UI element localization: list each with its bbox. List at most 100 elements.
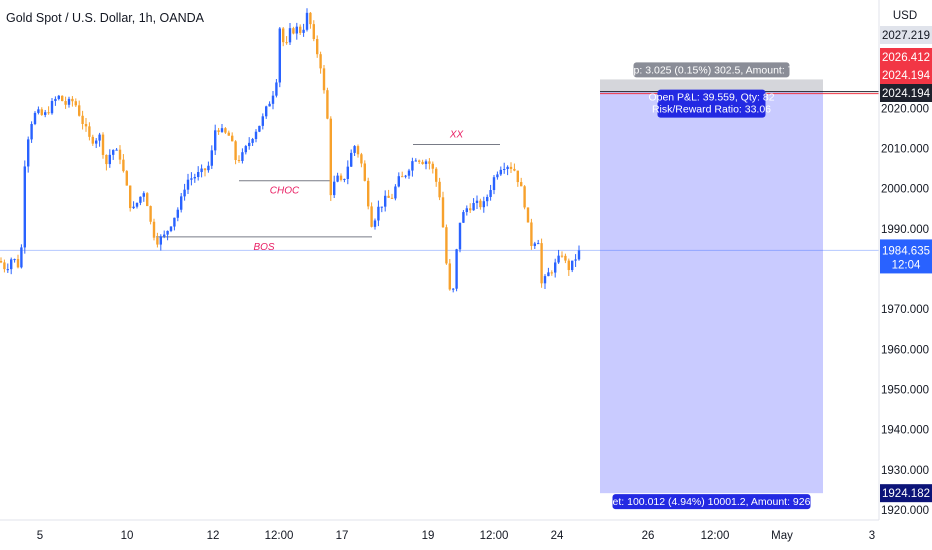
candle-body [207, 165, 210, 171]
stop-zone[interactable] [600, 79, 823, 92]
price-tag-text: 1924.182 [882, 488, 930, 500]
candle-body [74, 101, 77, 106]
candle-body [261, 116, 264, 126]
candle-body [404, 175, 407, 177]
candle-body [129, 185, 132, 209]
candle-body [132, 206, 135, 209]
candle-body [244, 146, 247, 153]
candle-body [530, 222, 533, 246]
candle-body [88, 126, 91, 137]
candle-body [91, 136, 94, 144]
candle-body [10, 259, 13, 270]
candle-body [268, 103, 271, 107]
candle-body [118, 149, 122, 160]
candle-body [183, 189, 186, 197]
time-tick: 12 [207, 530, 220, 542]
candle-body [173, 217, 176, 227]
price-tick: 1940.000 [881, 425, 929, 437]
candle-body [560, 255, 564, 257]
candle-body [152, 221, 156, 238]
candle-body [424, 161, 428, 165]
candle-body [95, 140, 98, 144]
candle-body [20, 247, 23, 268]
candle-body [64, 101, 67, 105]
time-tick: 17 [336, 530, 349, 542]
price-tag-text: 2024.194 [882, 88, 931, 100]
time-tick: 24 [551, 530, 564, 542]
candle-body [377, 206, 380, 221]
candle-body [254, 131, 258, 139]
candle-body [135, 202, 139, 207]
price-tick: 1930.000 [881, 465, 929, 477]
candle-body [537, 243, 540, 245]
candle-body [407, 170, 411, 176]
candle-body [486, 196, 489, 202]
candle-body [380, 206, 383, 208]
candle-body [47, 112, 50, 114]
candle-body [465, 208, 468, 213]
candle-body [441, 197, 445, 228]
candle-body [557, 255, 560, 263]
candle-body [101, 134, 105, 155]
price-tick: 1970.000 [881, 304, 929, 316]
time-axis[interactable] [0, 520, 932, 550]
target-zone[interactable] [600, 91, 823, 494]
time-tick: 19 [422, 530, 435, 542]
candle-body [496, 174, 499, 178]
candle-body [231, 135, 234, 142]
time-tick: 12:00 [265, 530, 294, 542]
candle-body [475, 200, 479, 204]
candle-body [469, 208, 472, 211]
candle-body [234, 141, 237, 160]
candle-body [455, 249, 458, 289]
candle-body [387, 195, 390, 198]
stop-info-box [633, 62, 790, 78]
candle-body [142, 193, 145, 197]
candle-body [350, 152, 353, 167]
candle-body [186, 179, 190, 190]
candle-body [122, 159, 125, 172]
target-info-box [612, 494, 811, 510]
candle-body [329, 118, 332, 196]
candle-body [458, 222, 462, 250]
candle-body [271, 95, 275, 104]
price-tag-text: 2026.412 [882, 52, 930, 64]
candle-body [523, 186, 526, 208]
price-tags: 2027.219 2026.412 2024.194 2024.194 1924.182… [880, 26, 932, 503]
candle-body [27, 139, 30, 167]
candle-body [265, 106, 268, 117]
candle-body [401, 176, 404, 178]
candle-body [390, 197, 394, 199]
candle-body [353, 146, 356, 153]
candle-body [462, 212, 465, 223]
candle-body [156, 237, 159, 245]
candle-body [149, 206, 152, 222]
risk-reward-text: Risk/Reward Ratio: 33.06 [652, 104, 771, 116]
candle-body [146, 193, 149, 207]
position-tool[interactable] [600, 79, 879, 494]
candle-body [282, 28, 285, 43]
candle-body [237, 159, 241, 161]
candle-body [61, 95, 64, 102]
candle-body [180, 196, 183, 210]
candle-body [506, 166, 509, 170]
candle-body [533, 243, 536, 246]
candle-body [50, 101, 54, 114]
candle-body [200, 168, 203, 173]
candle-body [285, 42, 288, 44]
candle-body [520, 182, 523, 187]
candle-body [248, 142, 251, 147]
price-tick: 2010.000 [881, 144, 929, 156]
candle-body [227, 132, 230, 136]
price-tag [880, 66, 932, 84]
candle-body [163, 234, 166, 237]
candle-body [336, 175, 339, 182]
annotation-label: XX [449, 130, 464, 141]
stop-info: Stop: 3.025 (0.15%) 302.5, Amount: 750 [618, 62, 805, 78]
price-tag [880, 48, 932, 66]
candle-body [319, 54, 322, 69]
candles [0, 8, 581, 293]
candle-body [302, 29, 305, 33]
candle-body [139, 196, 142, 203]
